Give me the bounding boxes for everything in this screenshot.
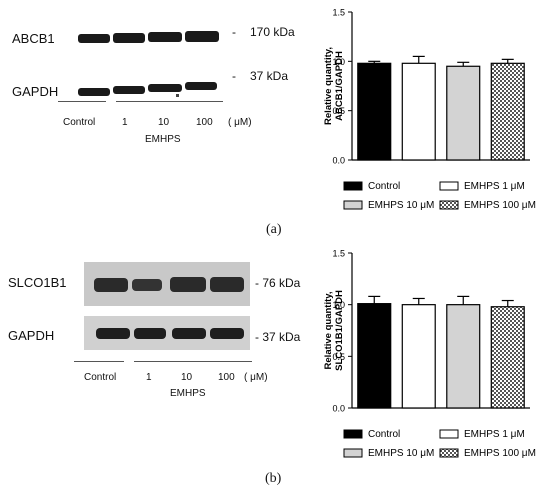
lane-divider — [74, 361, 252, 362]
legend-label: EMHPS 10 μM — [368, 448, 434, 459]
panel-letter-b: (b) — [265, 471, 282, 486]
blot-row-label: SLCO1B1 — [8, 275, 67, 290]
unit-label: ( μM) — [244, 372, 268, 383]
legend-swatch — [343, 181, 363, 191]
legend-label: EMHPS 100 μM — [464, 448, 536, 459]
bar-chart-a: 0.0 0.5 1.0 1.5 Relative quantity, ABCB1/GAPD… — [323, 8, 536, 212]
legend-label: EMHPS 100 μM — [464, 200, 536, 211]
legend-swatch — [343, 429, 363, 439]
lane-label: 100 — [218, 372, 235, 383]
lane-label: 100 — [196, 117, 213, 128]
kda-label: 170 kDa — [250, 25, 295, 39]
legend-swatch — [439, 200, 459, 210]
legend-swatch — [439, 448, 459, 458]
bar — [401, 304, 436, 409]
kda-label: - 76 kDa — [255, 276, 301, 290]
kda-label: - — [232, 25, 236, 39]
legend-swatch — [439, 429, 459, 439]
y-tick-label: 0.0 — [332, 156, 345, 166]
y-tick-label: 0.0 — [332, 404, 345, 414]
western-blot-image — [78, 31, 219, 97]
y-axis-label: Relative quantity, — [323, 292, 334, 370]
kda-label: - — [232, 69, 236, 83]
legend-label: EMHPS 1 μM — [464, 429, 525, 440]
blot-row-label: GAPDH — [12, 84, 59, 99]
blot-row-label: GAPDH — [8, 328, 55, 343]
lane-label: 10 — [181, 372, 193, 383]
legend-swatch — [343, 200, 363, 210]
lane-label: 1 — [122, 117, 128, 128]
y-tick-label: 1.0 — [332, 57, 345, 67]
kda-label: 37 kDa — [250, 69, 289, 83]
kda-label: - 37 kDa — [255, 330, 301, 344]
unit-label: ( μM) — [228, 117, 252, 128]
panel-letter-a: (a) — [266, 222, 282, 237]
y-tick-label: 1.5 — [332, 249, 345, 259]
bar — [446, 304, 481, 409]
y-axis-label: SLCO1B1/GAPDH — [334, 290, 345, 371]
bar — [357, 62, 392, 161]
legend-label: Control — [368, 429, 400, 440]
legend-swatch — [439, 181, 459, 191]
y-tick-label: 0.5 — [332, 352, 345, 362]
lane-divider — [58, 101, 223, 102]
legend-label: Control — [368, 181, 400, 192]
blot-row-label: ABCB1 — [12, 31, 55, 46]
lane-label: 1 — [146, 372, 152, 383]
y-tick-label: 1.5 — [332, 8, 345, 18]
y-axis-label: Relative quantity, — [323, 47, 334, 125]
legend-label: EMHPS 1 μM — [464, 181, 525, 192]
y-tick-label: 0.5 — [332, 106, 345, 116]
lane-label: Control — [63, 117, 96, 128]
y-axis-label: ABCB1/GAPDH — [334, 51, 345, 121]
lane-label: 10 — [158, 117, 170, 128]
bar — [490, 62, 525, 161]
group-label: EMHPS — [170, 388, 206, 399]
bar — [490, 306, 525, 409]
bar — [357, 303, 392, 409]
bar — [446, 65, 481, 161]
lane-label: Control — [84, 372, 117, 383]
western-blot-image — [84, 262, 250, 350]
bar — [401, 62, 436, 161]
y-tick-label: 1.0 — [332, 300, 345, 310]
bar-chart-b: 0.0 0.5 1.0 1.5 Relative quantity, SLCO1B1/GA… — [323, 249, 536, 460]
legend-label: EMHPS 10 μM — [368, 200, 434, 211]
group-label: EMHPS — [145, 134, 181, 145]
legend-swatch — [343, 448, 363, 458]
